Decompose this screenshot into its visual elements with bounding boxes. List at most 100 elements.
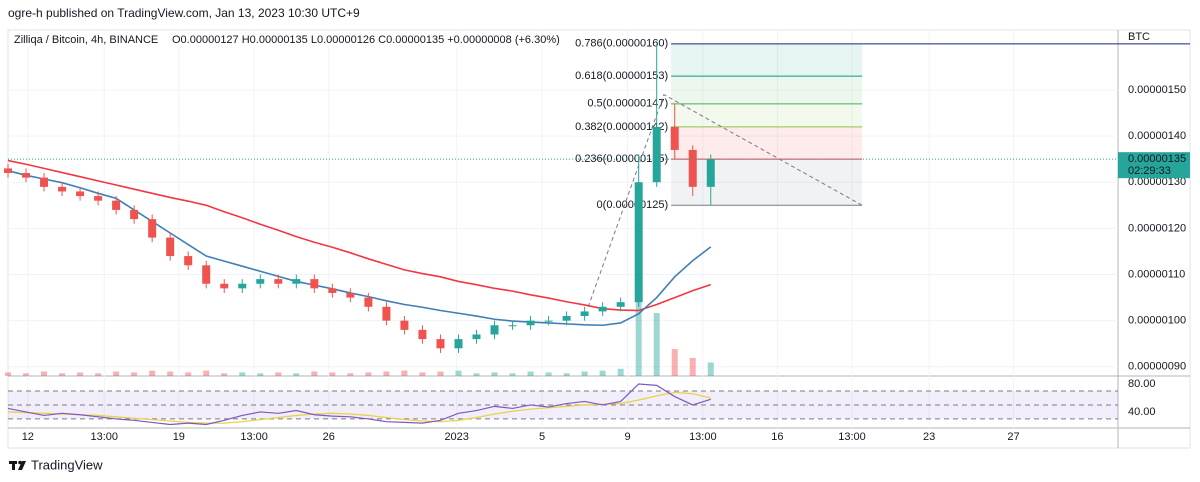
symbol-legend: Zilliqa / Bitcoin, 4h, BINANCE: [14, 34, 158, 46]
fib-label: 0.618(0.00000153): [575, 70, 668, 82]
candle-body: [526, 320, 535, 326]
candle-body: [256, 279, 265, 284]
x-tick-label: 27: [1007, 431, 1019, 443]
volume-bar: [545, 372, 552, 376]
y-tick-label: 0.00000130: [1128, 176, 1186, 188]
candle-body: [76, 191, 85, 197]
fib-zone: [671, 159, 863, 206]
volume-bar: [527, 371, 534, 376]
candle-body: [562, 316, 571, 321]
candle-body: [580, 311, 589, 317]
y-tick-label: 0.00000150: [1128, 84, 1186, 96]
x-tick-label: 9: [624, 431, 630, 443]
x-tick-label: 13:00: [689, 431, 717, 443]
currency-label: BTC: [1128, 31, 1150, 43]
candle-body: [490, 325, 499, 335]
candle-body: [544, 320, 553, 322]
fib-label: 0.236(0.00000135): [575, 153, 668, 165]
candle-body: [22, 173, 31, 178]
x-tick-label: 13:00: [838, 431, 866, 443]
volume-bar: [59, 373, 66, 376]
candle-body: [328, 288, 337, 293]
volume-bar: [203, 370, 210, 376]
volume-bar: [311, 371, 318, 376]
candle-body: [292, 279, 301, 284]
candle-body: [166, 237, 175, 257]
candle-body: [184, 256, 193, 266]
y-tick-label: 0.00000110: [1128, 268, 1185, 280]
volume-bar: [5, 372, 11, 376]
rsi-ma-line: [7, 391, 711, 424]
candle-body: [706, 159, 715, 187]
candle-body: [436, 339, 445, 349]
volume-bar: [257, 373, 264, 376]
candle-body: [94, 196, 103, 201]
y-tick-label: 0.00000140: [1128, 130, 1186, 142]
rsi-tick-label: 80.00: [1128, 378, 1156, 390]
volume-bar: [689, 358, 696, 376]
candle-body: [652, 126, 661, 183]
volume-bar: [293, 373, 300, 376]
fib-label: 0.5(0.00000147): [587, 98, 668, 110]
volume-bar: [401, 370, 408, 376]
candle-body: [688, 149, 697, 187]
last-price-label: 0.00000135: [1128, 153, 1186, 165]
volume-bar: [329, 372, 336, 376]
candle-body: [112, 200, 121, 210]
volume-bar: [113, 371, 120, 376]
fib-zone: [671, 126, 863, 160]
x-tick-label: 13:00: [90, 431, 118, 443]
volume-bar: [671, 349, 678, 376]
legend-bg: [12, 33, 572, 47]
volume-bar: [419, 372, 426, 376]
candle-body: [670, 126, 679, 150]
volume-bar: [473, 373, 480, 376]
candle-body: [418, 329, 427, 340]
volume-bar: [77, 372, 84, 376]
volume-bar: [599, 370, 606, 376]
candle-body: [202, 265, 211, 284]
fib-zone: [671, 76, 863, 104]
volume-bar: [707, 362, 714, 376]
candle-body: [400, 320, 409, 330]
candle-body: [220, 283, 229, 289]
volume-bar: [347, 373, 354, 376]
rsi-tick-label: 40.00: [1128, 406, 1156, 418]
candle-body: [454, 339, 463, 349]
logo-part: [18, 460, 22, 465]
volume-bar: [149, 370, 156, 376]
volume-bar: [383, 371, 390, 376]
chart-frame: [7, 29, 1191, 449]
volume-bar: [581, 371, 588, 376]
y-tick-label: 0.00000100: [1128, 315, 1186, 327]
volume-bar: [509, 373, 516, 376]
candle-body: [58, 186, 67, 192]
fib-zone: [671, 103, 863, 127]
x-tick-label: 26: [323, 431, 335, 443]
rsi-line: [7, 383, 711, 426]
x-tick-label: 19: [173, 431, 185, 443]
candle-body: [616, 302, 625, 307]
candle-body: [508, 325, 517, 327]
ohlc-legend: O0.00000127 H0.00000135 L0.00000126 C0.0…: [172, 34, 560, 46]
x-tick-label: 16: [771, 431, 783, 443]
tv-logo: [9, 460, 26, 470]
fib-label: 0.786(0.00000160): [575, 38, 668, 50]
candle-body: [238, 283, 247, 289]
y-tick-label: 0.00000120: [1128, 222, 1186, 234]
volume-bar: [41, 371, 48, 376]
candle-body: [310, 279, 319, 289]
volume-bar: [221, 373, 228, 376]
countdown: 02:29:33: [1128, 165, 1171, 177]
candle-body: [364, 297, 373, 307]
x-tick-label: 12: [22, 431, 34, 443]
volume-bar: [239, 372, 246, 376]
volume-bar: [437, 371, 444, 376]
volume-bar: [365, 372, 372, 376]
last-price-box: [1118, 152, 1190, 179]
volume-bar: [653, 313, 660, 376]
candle-body: [148, 219, 157, 238]
logo-part: [12, 461, 15, 470]
